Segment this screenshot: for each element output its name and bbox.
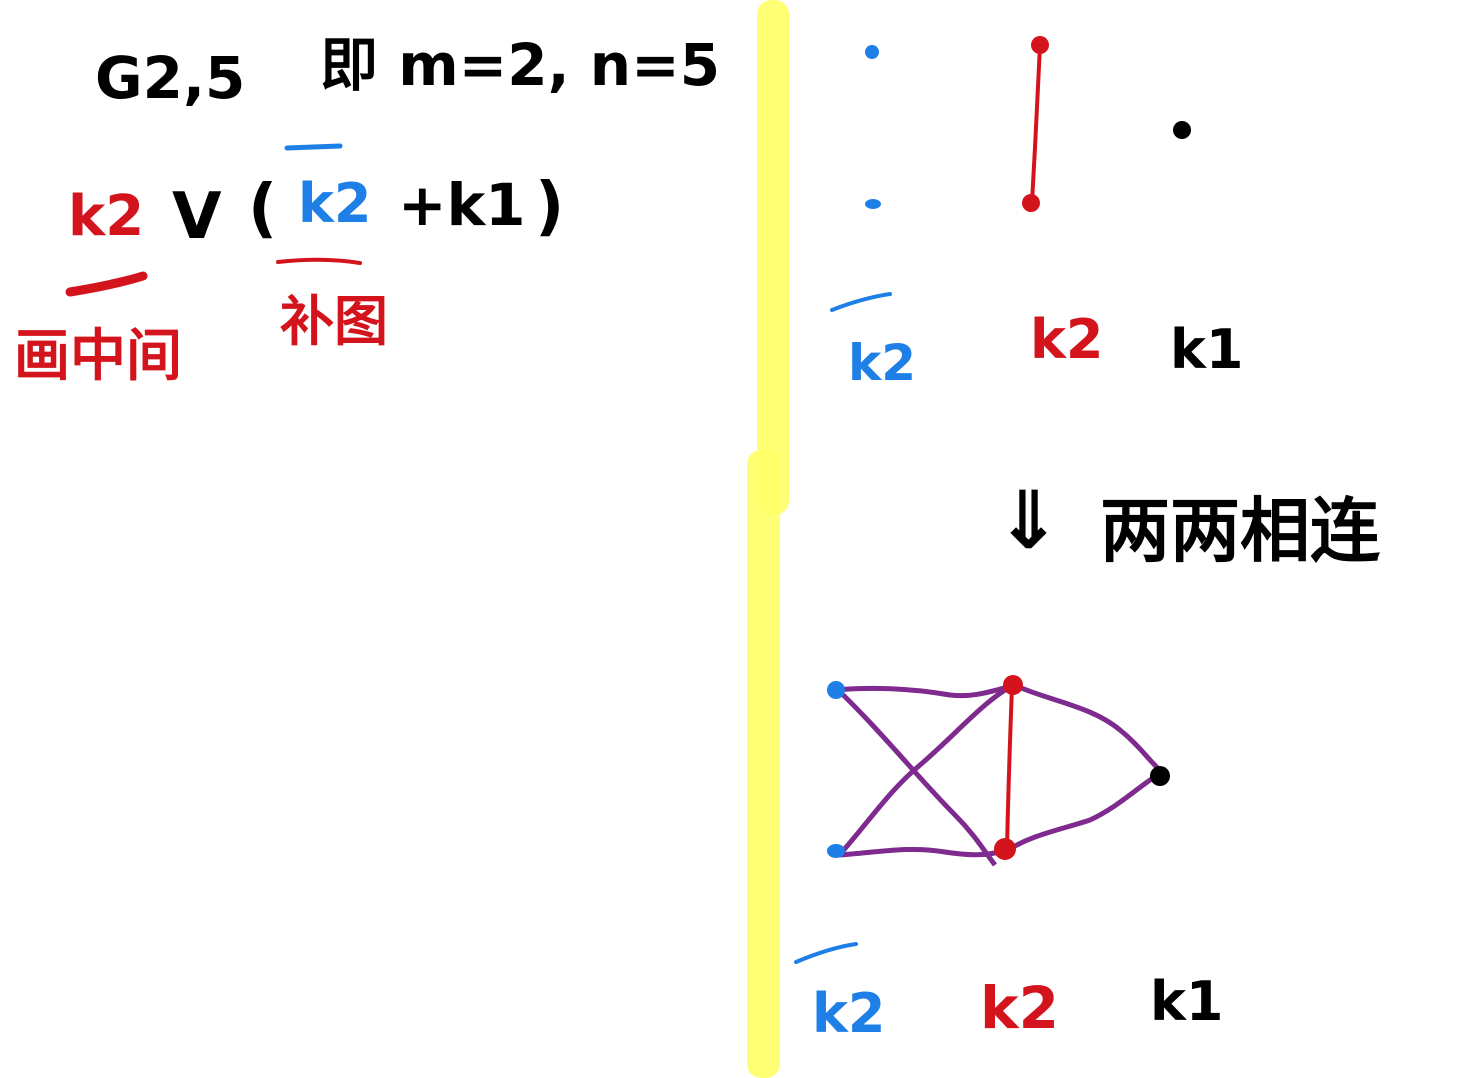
bottom-k2-vertex-bottom xyxy=(994,838,1016,860)
edge-blue-top-red-top xyxy=(835,683,1013,699)
bottom-k2bar-vertex-top xyxy=(827,681,845,699)
complement-bar xyxy=(284,143,343,151)
k2-edge xyxy=(1030,45,1042,203)
title: G2,5 xyxy=(95,44,245,112)
edge-red-top-red-bottom xyxy=(1005,685,1014,851)
label-k2-bottom: k2 xyxy=(980,974,1059,1042)
bottom-k1-vertex xyxy=(1150,766,1170,786)
highlighter-divider-bottom xyxy=(747,450,780,1078)
label-k1-top: k1 xyxy=(1170,318,1244,381)
arrow-text: 两两相连 xyxy=(1100,490,1380,572)
edge-red-top-k1 xyxy=(1010,681,1164,774)
label-k2bar-top: k2 xyxy=(848,334,916,392)
formula-plus-k1: +k1 xyxy=(398,171,526,239)
annotation-complement: 补图 xyxy=(280,290,388,353)
k2-vertex-top xyxy=(1031,36,1049,54)
formula-k2: k2 xyxy=(68,184,144,249)
label-k2bar-bottom: k2 xyxy=(812,982,886,1045)
bottom-k2-vertex-top xyxy=(1003,675,1023,695)
annotation-join: 画中间 xyxy=(14,324,182,389)
underline-join xyxy=(65,271,148,297)
highlighter-divider-top xyxy=(757,0,789,515)
formula-k2-complement: k2 xyxy=(298,172,372,235)
edge-blue-bottom-red-top xyxy=(840,683,1014,854)
label-k1-bottom: k1 xyxy=(1150,970,1224,1033)
k2bar-vertex-bottom xyxy=(865,199,881,209)
formula-close-paren: ) xyxy=(535,170,564,244)
title-note: 即 m=2, n=5 xyxy=(320,31,720,99)
k2bar-label-bar-bottom xyxy=(794,942,858,964)
edge-blue-top-red-bottom xyxy=(836,688,997,867)
label-k2-top: k2 xyxy=(1030,308,1104,371)
formula-open-paren: ( xyxy=(248,172,277,246)
k2bar-vertex-top xyxy=(865,45,879,59)
formula-vee: V xyxy=(172,180,222,254)
k2bar-label-bar-top xyxy=(830,292,892,312)
k2-vertex-bottom xyxy=(1022,194,1040,212)
edge-red-bottom-k1 xyxy=(1003,767,1167,855)
down-double-arrow: ⇓ xyxy=(995,474,1062,567)
k1-vertex xyxy=(1173,121,1191,139)
edge-blue-bottom-red-bottom xyxy=(839,846,1006,858)
bottom-k2bar-vertex-bottom xyxy=(827,844,845,858)
underline-complement xyxy=(276,257,362,265)
